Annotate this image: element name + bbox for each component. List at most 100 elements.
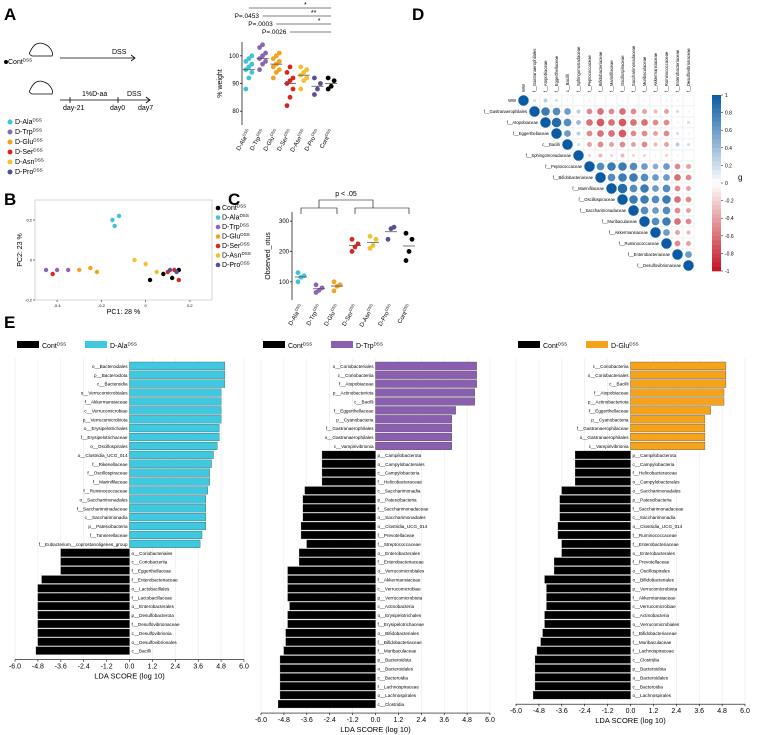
bar bbox=[546, 584, 631, 593]
corr-dot bbox=[672, 249, 683, 260]
bar-label: c__Bacteroidia bbox=[633, 684, 664, 689]
bar bbox=[630, 441, 706, 450]
bar bbox=[302, 504, 376, 513]
bar bbox=[285, 637, 376, 646]
bar-label: f__Eggerthellaceae bbox=[589, 408, 629, 413]
legend-label-main: D-Trp bbox=[15, 129, 33, 136]
point bbox=[43, 267, 49, 273]
bar bbox=[559, 504, 631, 513]
bar-label: o__Clostridia_UCG_014 bbox=[378, 524, 428, 529]
corr-dot bbox=[630, 108, 637, 115]
corr-dot bbox=[609, 153, 614, 158]
corr-dot bbox=[608, 119, 615, 126]
corr-dot bbox=[674, 207, 681, 214]
colorbar-segment bbox=[712, 130, 721, 135]
legend-label: D-ProDSS bbox=[222, 261, 250, 270]
bar bbox=[534, 682, 631, 691]
corr-dot bbox=[674, 163, 681, 170]
bar bbox=[575, 459, 631, 468]
bar bbox=[375, 379, 477, 388]
legend-label: D-AlaDSS bbox=[110, 342, 137, 351]
corr-dot bbox=[687, 132, 690, 135]
legend-label-main: D-Asn bbox=[222, 253, 242, 260]
bar bbox=[575, 468, 631, 477]
row-label: f__Sphingomonadaceae bbox=[526, 153, 572, 158]
bar-label: f__Muribaculaceae bbox=[378, 649, 417, 654]
row-label: f__Bifidobacteriaceae bbox=[553, 175, 594, 180]
bar-label: f__Streptococcaceae bbox=[378, 542, 422, 547]
x-tick-label: 4.8 bbox=[462, 717, 472, 724]
corr-dot bbox=[664, 153, 669, 158]
bar-label: c__Actinobacteria bbox=[633, 613, 670, 618]
corr-dot bbox=[552, 107, 561, 116]
bar bbox=[554, 566, 631, 575]
corr-dot bbox=[686, 208, 691, 213]
bar-label: o__Bacteroidales bbox=[92, 364, 128, 369]
x-tick-label-sup: DSS bbox=[241, 127, 250, 137]
corr-dot bbox=[685, 251, 692, 258]
bar-label: o__Oscillospirales bbox=[90, 444, 128, 449]
schematic bbox=[28, 42, 151, 104]
corr-dot bbox=[683, 260, 694, 271]
corr-dot bbox=[596, 118, 605, 127]
row-label: f__Oscillospiraceae bbox=[578, 197, 615, 202]
colorbar-segment bbox=[712, 152, 721, 157]
legend-marker bbox=[215, 262, 221, 268]
bar-label: f__Eubacterium__coprostanoligenes_group bbox=[39, 542, 128, 547]
x-tick-label: 0 bbox=[145, 303, 148, 308]
bar bbox=[534, 673, 631, 682]
bar-label: f__Helicobacteraceae bbox=[633, 471, 678, 476]
legend-label-sup: DSS bbox=[128, 342, 137, 347]
corr-dot bbox=[629, 173, 638, 182]
row-label: c__Bacilli bbox=[542, 142, 560, 147]
colorbar-segment bbox=[712, 213, 721, 219]
x-tick-label: ContDSS bbox=[395, 302, 413, 325]
legend-label-sup: DSS bbox=[629, 342, 638, 347]
corr-dot bbox=[675, 142, 680, 147]
bar-label: f__Gastranaerophilales bbox=[326, 426, 374, 431]
x-tick-label-main: D-Trp bbox=[250, 135, 263, 152]
point bbox=[243, 86, 249, 92]
corr-dot bbox=[543, 98, 548, 103]
x-tick-label: -1.2 bbox=[347, 717, 359, 724]
bar bbox=[630, 424, 706, 433]
colorbar-segment bbox=[712, 139, 721, 144]
bar bbox=[630, 388, 725, 397]
point bbox=[298, 64, 304, 70]
bar bbox=[375, 361, 477, 370]
bar-label: o__Campylobacterales bbox=[378, 462, 426, 467]
corr-dot bbox=[631, 153, 636, 158]
bar bbox=[557, 530, 631, 539]
bar bbox=[60, 566, 130, 575]
column-label: f__Gastranaerophilales bbox=[532, 49, 537, 92]
bar bbox=[375, 415, 452, 424]
legend-label-sup: DSS bbox=[558, 342, 567, 347]
bar-label: p__Actinobacteriota bbox=[588, 399, 629, 404]
corr-dot bbox=[564, 108, 571, 115]
corr-dot bbox=[618, 129, 627, 138]
legend-marker bbox=[7, 149, 13, 155]
x-tick-label: 4.8 bbox=[717, 708, 727, 715]
corr-dot bbox=[586, 130, 593, 137]
x-tick-label: -6.0 bbox=[255, 717, 267, 724]
y-axis-label: Observed_otus bbox=[265, 232, 272, 280]
point bbox=[304, 67, 310, 73]
bar bbox=[129, 468, 210, 477]
corr-dot bbox=[630, 119, 637, 126]
x-tick-label-sup: DSS bbox=[255, 127, 264, 137]
colorbar-tick-label: 0.4 bbox=[725, 146, 732, 152]
mouse-icon bbox=[28, 80, 53, 95]
bar-label: o__Lactobacillales bbox=[132, 586, 171, 591]
point bbox=[312, 92, 317, 97]
bar-label: o__Desulfovibrionales bbox=[132, 640, 178, 645]
colorbar-segment bbox=[712, 200, 721, 206]
corr-dot bbox=[675, 109, 680, 114]
x-tick-label-sup: DSS bbox=[296, 127, 305, 137]
point bbox=[249, 70, 255, 75]
point bbox=[88, 265, 93, 271]
colorbar-segment bbox=[712, 143, 721, 149]
bar bbox=[129, 522, 206, 531]
x-tick-label: -4.8 bbox=[32, 664, 44, 671]
